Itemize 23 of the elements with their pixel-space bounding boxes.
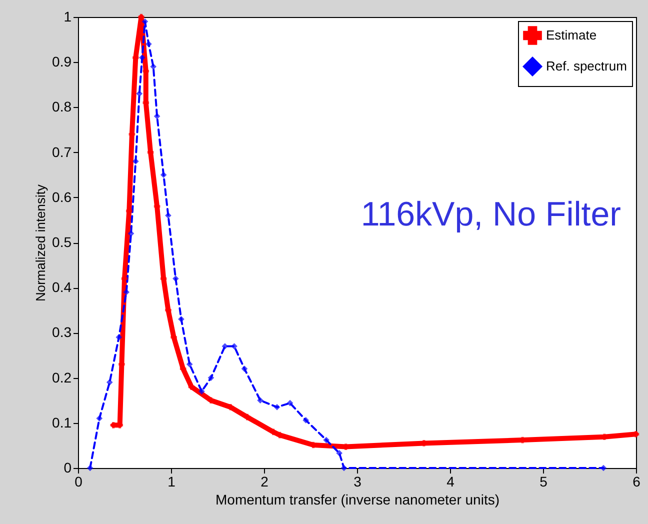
y-tick-label: 0.7 — [52, 144, 72, 160]
y-tick-label: 1 — [64, 8, 72, 24]
y-tick-label: 0.5 — [52, 234, 72, 250]
y-tick-label: 0.6 — [52, 188, 72, 205]
legend-label: Estimate — [546, 28, 597, 42]
y-tick-label: 0.2 — [52, 369, 72, 386]
legend-label: Ref. spectrum — [546, 58, 627, 74]
y-tick-label: 0 — [64, 460, 72, 476]
x-tick-label: 3 — [354, 474, 362, 490]
y-tick-label: 0.4 — [52, 279, 72, 296]
y-tick-label: 0.1 — [52, 414, 72, 430]
y-tick-label: 0.9 — [52, 54, 72, 70]
x-tick-label: 5 — [540, 474, 548, 490]
x-tick-label: 2 — [260, 474, 269, 490]
x-tick-label: 1 — [168, 474, 176, 490]
y-tick-label: 0.3 — [52, 324, 72, 340]
x-tick-label: 4 — [446, 474, 455, 490]
annotation: 116kVp, No Filter — [360, 195, 621, 234]
y-tick-label: 0.8 — [52, 98, 72, 115]
x-tick-label: 6 — [632, 474, 641, 490]
x-tick-label: 0 — [74, 474, 83, 490]
x-axis-title: Momentum transfer (inverse nanometer units) — [216, 492, 500, 508]
y-axis-title: Normalized intensity — [33, 184, 48, 302]
